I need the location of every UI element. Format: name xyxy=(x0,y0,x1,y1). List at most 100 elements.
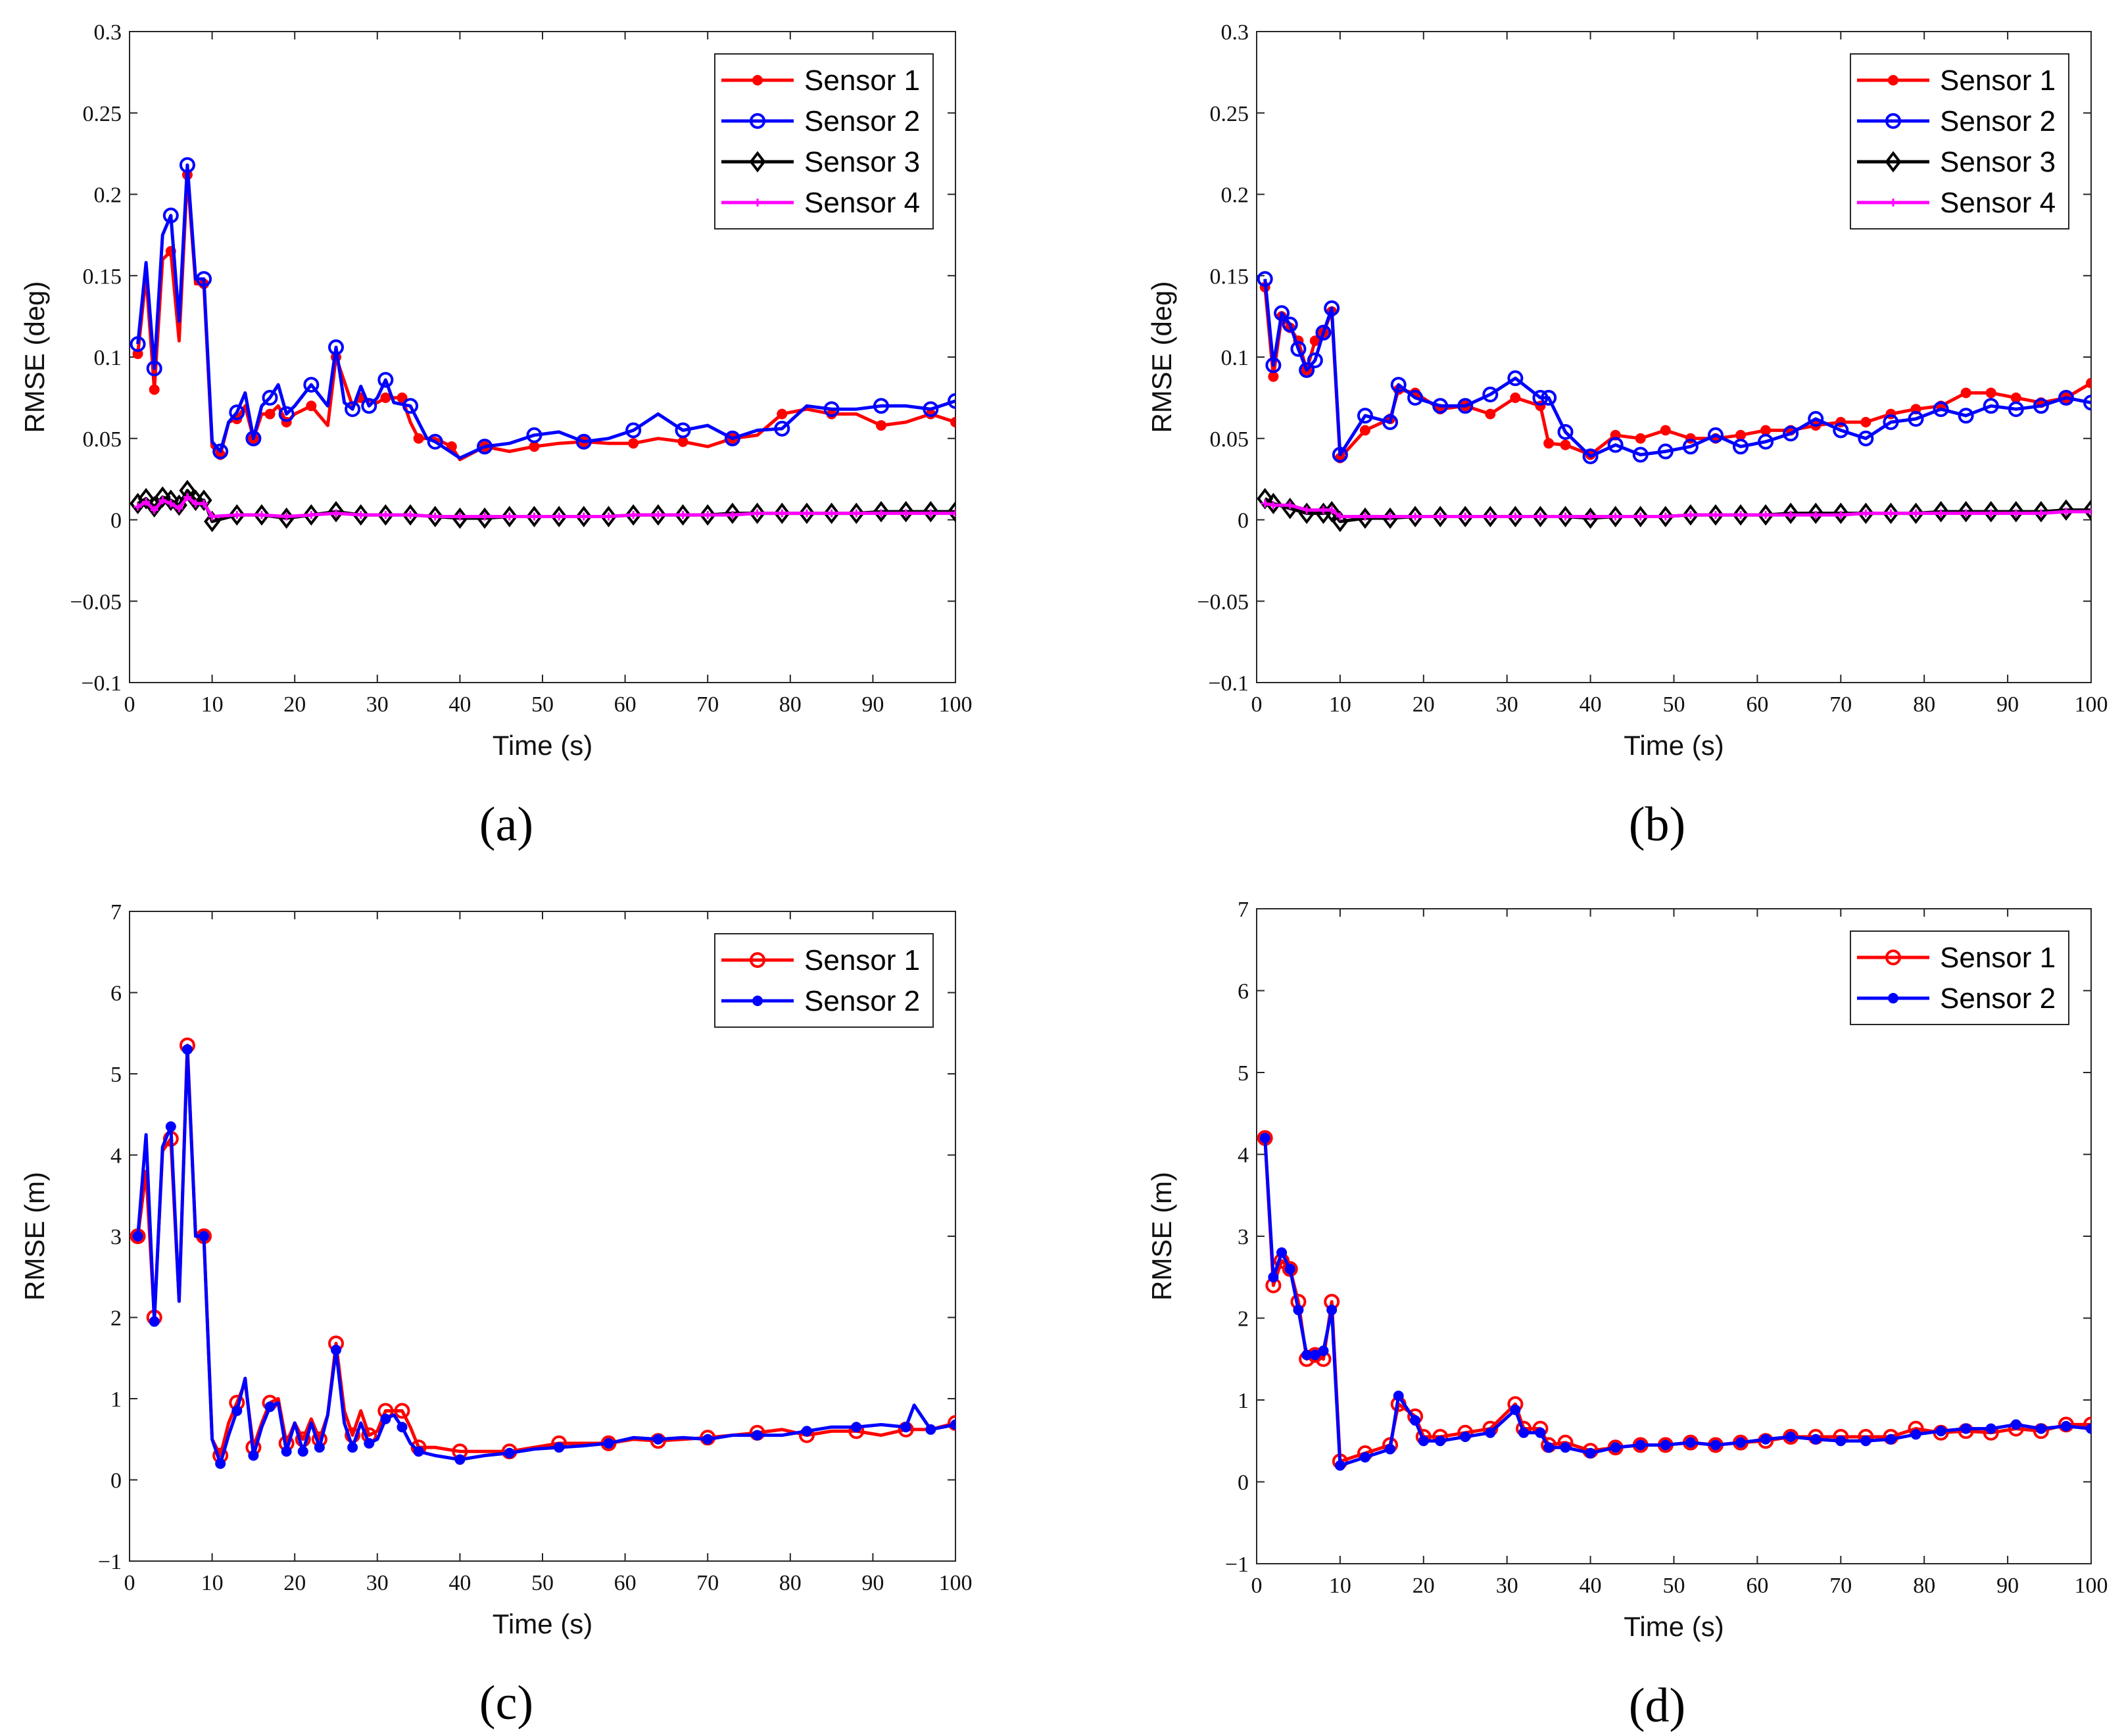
data-point-sensor-2 xyxy=(132,1231,143,1242)
data-point-sensor-2 xyxy=(1332,446,1348,463)
y-tick-label: 1 xyxy=(110,1387,122,1412)
x-tick-label: 40 xyxy=(448,692,471,717)
y-tick-label: 0.3 xyxy=(94,20,122,45)
x-tick-label: 50 xyxy=(1663,1574,1685,1598)
data-point-sensor-3 xyxy=(1265,493,1282,515)
data-point-sensor-2 xyxy=(179,157,195,173)
data-point-sensor-2 xyxy=(162,207,179,224)
legend-marker-sensor-3 xyxy=(749,151,766,173)
data-point-sensor-4 xyxy=(381,511,390,519)
data-point-sensor-3 xyxy=(1682,504,1699,526)
data-point-sensor-2 xyxy=(652,1434,664,1445)
legend-box xyxy=(1850,53,2069,229)
data-point-sensor-2 xyxy=(1293,1305,1304,1316)
data-point-sensor-2 xyxy=(1582,448,1599,464)
data-point-sensor-2 xyxy=(1610,1442,1621,1453)
data-point-sensor-2 xyxy=(1265,357,1282,374)
data-point-sensor-4 xyxy=(1286,501,1294,510)
legend-marker-sensor-3 xyxy=(1885,151,1902,173)
y-tick-label: 0.2 xyxy=(94,183,122,208)
legend-marker-sensor-1 xyxy=(1888,75,1898,85)
data-point-sensor-2 xyxy=(1908,411,1924,427)
legend-label-sensor-3: Sensor 3 xyxy=(804,146,920,178)
data-point-sensor-1 xyxy=(345,1427,361,1443)
x-tick-label: 0 xyxy=(124,692,135,717)
data-point-sensor-3 xyxy=(724,502,741,524)
data-point-sensor-2 xyxy=(1382,414,1399,430)
data-point-sensor-4 xyxy=(183,493,191,501)
data-point-sensor-4 xyxy=(629,511,638,519)
data-point-sensor-4 xyxy=(753,509,761,518)
legend-box xyxy=(714,933,934,1028)
data-point-sensor-2 xyxy=(1758,433,1774,450)
data-point-sensor-2 xyxy=(2033,398,2049,414)
data-point-sensor-2 xyxy=(873,398,889,414)
data-point-sensor-4 xyxy=(827,509,836,518)
y-tick-label: −0.05 xyxy=(1197,590,1249,614)
legend-label-sensor-1: Sensor 1 xyxy=(804,64,920,97)
legend: Sensor 1 Sensor 2 Sensor 3 Sensor 4 xyxy=(714,53,934,229)
y-tick-label: −0.1 xyxy=(1208,671,1249,696)
chart-panel-b: 0 10 20 30 40 50 60 70 80 90 100 −0.1 −0.05 0 0.05 0.1 0… xyxy=(1146,20,2108,852)
data-point-sensor-2 xyxy=(364,1437,375,1449)
data-point-sensor-1 xyxy=(2086,377,2091,389)
data-point-sensor-3 xyxy=(1958,500,1975,523)
data-point-sensor-3 xyxy=(550,506,567,527)
data-point-sensor-3 xyxy=(525,506,543,527)
data-point-sensor-4 xyxy=(1411,512,1420,521)
data-point-sensor-3 xyxy=(625,504,642,526)
data-point-sensor-2 xyxy=(314,1442,325,1453)
data-point-sensor-2 xyxy=(1385,1443,1396,1455)
data-point-sensor-2 xyxy=(575,433,592,450)
x-tick-label: 30 xyxy=(1496,1574,1518,1598)
data-point-sensor-2 xyxy=(1290,341,1307,357)
data-point-sensor-4 xyxy=(332,509,340,518)
data-point-sensor-2 xyxy=(1276,1247,1288,1258)
data-point-sensor-2 xyxy=(1833,422,1849,439)
data-point-sensor-2 xyxy=(229,404,245,421)
data-point-sensor-2 xyxy=(347,1442,358,1453)
data-point-sensor-2 xyxy=(146,360,162,377)
data-point-sensor-2 xyxy=(264,1401,276,1412)
data-point-sensor-2 xyxy=(1933,401,1949,418)
x-tick-label: 40 xyxy=(448,1571,471,1595)
data-point-sensor-3 xyxy=(1632,506,1649,527)
data-point-sensor-4 xyxy=(175,504,183,513)
data-point-sensor-3 xyxy=(1607,506,1624,527)
y-tick-label: 7 xyxy=(110,900,122,925)
data-point-sensor-2 xyxy=(1560,1442,1571,1453)
data-point-sensor-3 xyxy=(1757,504,1774,526)
data-point-sensor-2 xyxy=(1835,1435,1846,1447)
x-tick-label: 50 xyxy=(531,692,554,717)
data-point-sensor-1 xyxy=(1543,438,1555,449)
data-point-sensor-3 xyxy=(1407,506,1424,527)
x-tick-label: 80 xyxy=(779,1571,802,1595)
x-axis-label: Time (s) xyxy=(493,730,592,761)
data-point-sensor-4 xyxy=(1837,511,1845,519)
legend-marker-sensor-1 xyxy=(750,952,765,968)
data-point-sensor-3 xyxy=(798,502,815,524)
x-tick-label: 40 xyxy=(1580,692,1602,717)
data-point-sensor-4 xyxy=(1636,512,1645,521)
data-point-sensor-1 xyxy=(1359,425,1370,436)
data-point-sensor-2 xyxy=(1257,271,1273,287)
data-point-sensor-2 xyxy=(603,1437,614,1449)
data-point-sensor-2 xyxy=(2010,1419,2021,1430)
data-point-sensor-3 xyxy=(402,504,419,526)
data-point-sensor-2 xyxy=(331,1344,341,1355)
data-point-sensor-4 xyxy=(150,506,158,514)
data-point-sensor-2 xyxy=(1268,1272,1279,1283)
data-point-sensor-2 xyxy=(1543,1442,1555,1453)
y-tick-label: 0.15 xyxy=(83,264,122,289)
legend: Sensor 1 Sensor 2 Sensor 3 Sensor 4 xyxy=(1850,53,2069,229)
data-point-sensor-4 xyxy=(1887,509,1895,518)
data-point-sensor-3 xyxy=(2083,499,2091,521)
data-point-sensor-2 xyxy=(1607,437,1624,453)
x-tick-label: 30 xyxy=(366,692,389,717)
data-point-sensor-2 xyxy=(262,389,278,406)
y-axis-label: RMSE (m) xyxy=(1146,1172,1177,1301)
data-point-sensor-4 xyxy=(579,512,588,521)
data-point-sensor-2 xyxy=(1324,300,1340,316)
data-point-sensor-1 xyxy=(950,417,955,427)
data-point-sensor-2 xyxy=(526,427,543,443)
